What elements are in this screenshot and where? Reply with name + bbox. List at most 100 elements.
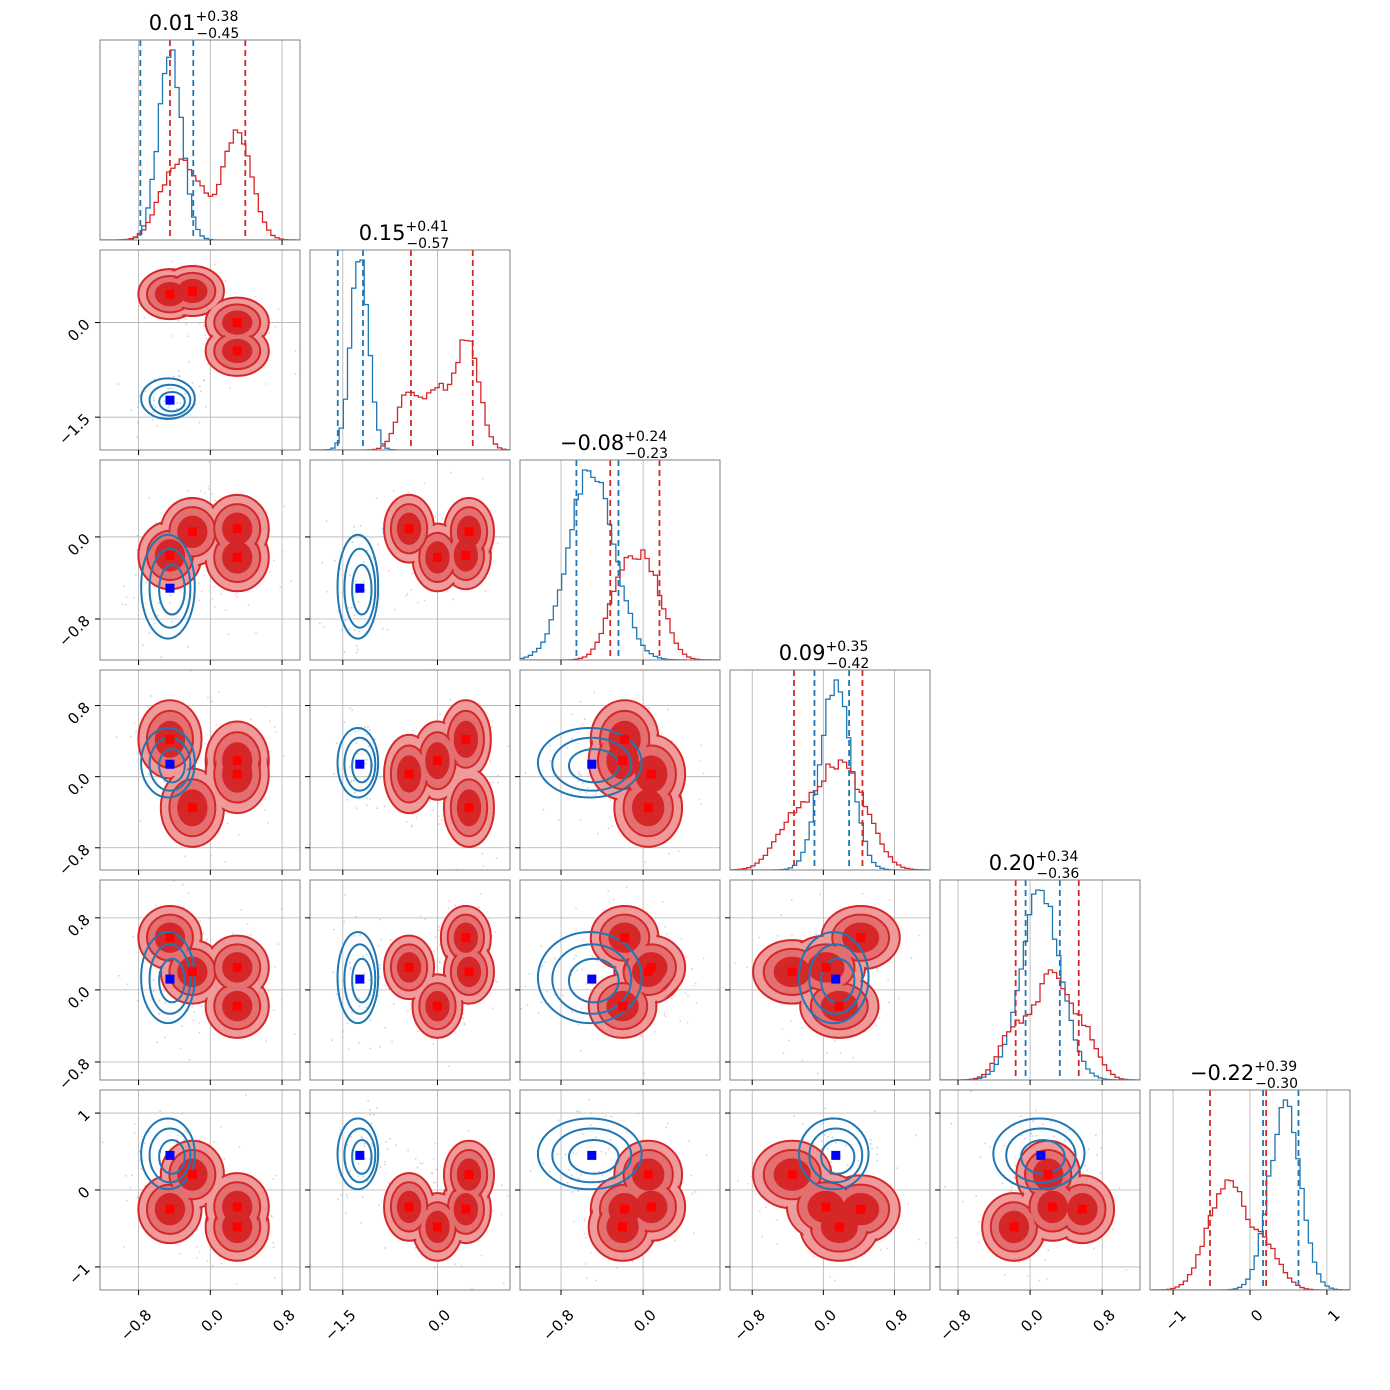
- y-tick-label: 0.8: [64, 698, 94, 728]
- scatter-point: [607, 827, 610, 830]
- scatter-point: [125, 1199, 128, 1202]
- blue-histogram-2: [520, 469, 720, 660]
- scatter-point: [702, 772, 705, 775]
- scatter-point: [876, 1159, 879, 1162]
- scatter-point: [447, 1065, 450, 1068]
- scatter-point: [1030, 1132, 1033, 1135]
- scatter-point: [346, 799, 348, 801]
- scatter-point: [350, 1135, 352, 1138]
- scatter-point: [515, 1170, 517, 1172]
- scatter-point: [388, 569, 390, 572]
- scatter-point: [632, 1296, 634, 1298]
- scatter-point: [369, 1109, 372, 1111]
- scatter-point: [350, 606, 353, 609]
- scatter-point: [272, 559, 275, 562]
- scatter-point: [157, 601, 160, 604]
- scatter-point: [419, 915, 422, 917]
- scatter-point: [487, 917, 490, 919]
- scatter-point: [206, 1260, 209, 1262]
- scatter-point: [375, 497, 378, 500]
- x-tick-label: 0.8: [1089, 1306, 1119, 1336]
- scatter-point: [220, 1262, 223, 1265]
- red-marker-3: [646, 1202, 656, 1212]
- scatter-point: [693, 1232, 696, 1234]
- title-value: 0.09: [779, 641, 826, 665]
- scatter-point: [789, 1020, 792, 1023]
- scatter-point: [643, 1072, 646, 1075]
- scatter-point: [581, 1133, 584, 1135]
- scatter-point: [176, 407, 179, 410]
- blue-contour-level-2: [158, 748, 186, 784]
- scatter-point: [389, 1137, 391, 1140]
- blue-contour-level-0: [336, 533, 380, 640]
- scatter-point: [274, 326, 277, 329]
- scatter-point: [171, 260, 174, 263]
- scatter-point: [896, 1167, 899, 1169]
- scatter-point: [356, 752, 359, 755]
- scatter-point: [583, 1220, 586, 1223]
- scatter-point: [215, 724, 217, 727]
- scatter-point: [640, 1034, 642, 1037]
- scatter-point: [776, 1243, 778, 1246]
- scatter-point: [1035, 1134, 1037, 1137]
- scatter-point: [203, 574, 206, 577]
- scatter-point: [269, 720, 272, 723]
- scatter-point: [348, 574, 351, 577]
- red-marker-0: [461, 933, 471, 943]
- scatter-point: [886, 1247, 889, 1250]
- y-tick-label: 0.0: [64, 530, 94, 560]
- scatter-point: [365, 797, 368, 800]
- scatter-point: [143, 1142, 146, 1144]
- scatter-point: [200, 490, 202, 493]
- scatter-point: [133, 1131, 136, 1134]
- panel-4-4: 0.20+0.34 −0.36: [939, 849, 1141, 1085]
- scatter-point: [694, 982, 697, 985]
- scatter-point: [343, 920, 346, 923]
- scatter-point: [179, 401, 181, 404]
- scatter-point: [267, 1238, 270, 1241]
- scatter-point: [826, 1147, 829, 1150]
- scatter-point: [249, 718, 252, 721]
- red-marker-2: [232, 756, 242, 766]
- scatter-point: [207, 485, 210, 488]
- scatter-point: [354, 731, 357, 733]
- scatter-point: [819, 893, 821, 896]
- scatter-point: [449, 699, 452, 701]
- blue-contour-level-2: [158, 1138, 186, 1175]
- scatter-point: [331, 1039, 333, 1042]
- scatter-point: [357, 1041, 360, 1044]
- scatter-point: [339, 568, 342, 570]
- panel-title-5: −0.22+0.39 −0.30: [1190, 1059, 1298, 1092]
- red-marker-0: [461, 734, 471, 744]
- x-tick-label: −0.8: [117, 1306, 155, 1344]
- scatter-point: [269, 570, 272, 573]
- title-upper: +0.41: [405, 219, 448, 235]
- scatter-point: [321, 561, 324, 564]
- scatter-point: [177, 319, 180, 322]
- scatter-point: [423, 599, 426, 602]
- scatter-point: [159, 1110, 161, 1113]
- scatter-point: [668, 852, 670, 855]
- blue-marker: [587, 974, 597, 984]
- scatter-point: [326, 590, 329, 593]
- scatter-point: [353, 525, 355, 528]
- scatter-point: [196, 1246, 198, 1248]
- scatter-point: [412, 729, 415, 732]
- scatter-point: [956, 1241, 959, 1244]
- title-value: 0.01: [149, 11, 196, 35]
- scatter-point: [733, 962, 736, 965]
- x-tick-label: 0.0: [197, 1306, 227, 1336]
- panel-5-0: −0.8 0.0 0.8 1 0 −1: [65, 1089, 301, 1345]
- scatter-point: [138, 304, 141, 307]
- blue-contour-level-0: [140, 1117, 196, 1191]
- scatter-point: [211, 493, 213, 495]
- red-marker-1: [187, 286, 197, 296]
- scatter-point: [379, 776, 382, 779]
- scatter-point: [294, 373, 297, 375]
- scatter-point: [135, 730, 138, 733]
- scatter-point: [414, 1247, 417, 1249]
- title-lower: −0.42: [826, 656, 869, 672]
- scatter-point: [136, 1196, 139, 1199]
- panel-4-0: 0.8 0.0 −0.8: [55, 879, 301, 1093]
- scatter-point: [580, 1174, 582, 1176]
